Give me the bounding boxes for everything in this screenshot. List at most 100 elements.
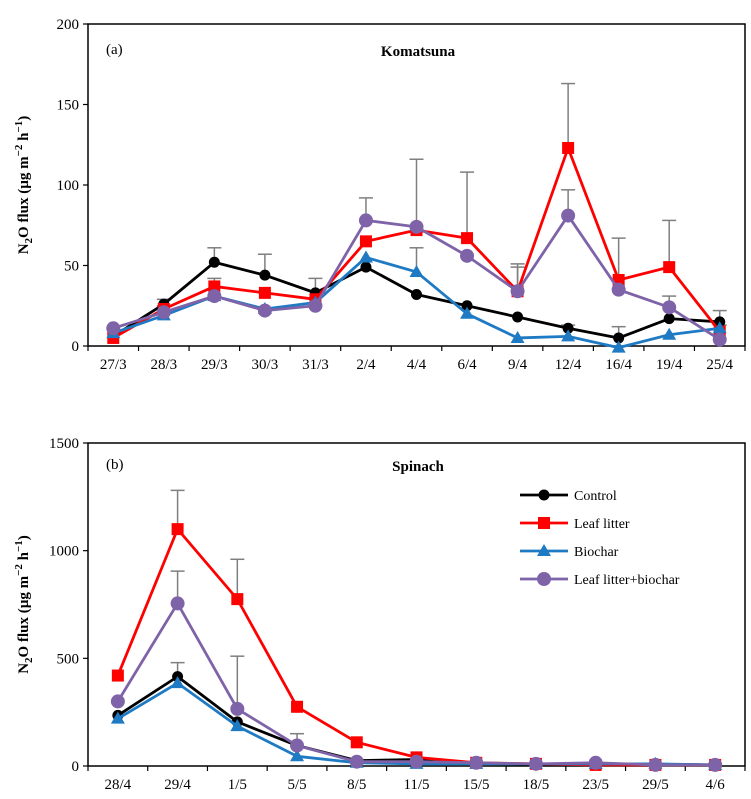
data-point-leaf-litter	[111, 669, 124, 682]
data-point-biochar	[460, 306, 475, 319]
plot-frame	[87, 442, 746, 767]
data-point-biochar	[290, 749, 305, 762]
data-point-control	[259, 269, 271, 281]
x-tick-label: 23/5	[582, 777, 609, 793]
legend-label: Control	[574, 489, 617, 504]
data-point-leaf-litter-biochar	[662, 300, 677, 315]
x-tick-label: 29/3	[201, 357, 228, 373]
data-point-leaf-litter	[562, 141, 575, 154]
y-tick-label: 50	[64, 259, 79, 275]
data-point-biochar	[409, 264, 424, 277]
y-tick-label: 0	[72, 759, 80, 775]
legend-label: Biochar	[574, 545, 619, 560]
data-point-leaf-litter	[359, 235, 372, 248]
data-point-control	[613, 332, 625, 344]
data-point-leaf-litter-biochar	[588, 755, 603, 770]
data-point-leaf-litter	[663, 261, 676, 274]
x-tick-label: 1/5	[228, 777, 247, 793]
data-point-biochar	[662, 327, 677, 340]
data-point-control	[360, 261, 372, 273]
x-tick-label: 4/4	[407, 357, 427, 373]
chart-title: Komatsuna	[381, 44, 456, 60]
data-point-control	[562, 322, 574, 334]
data-point-leaf-litter-biochar	[106, 321, 121, 336]
data-point-leaf-litter	[231, 593, 244, 606]
x-tick-label: 15/5	[463, 777, 490, 793]
data-point-leaf-litter-biochar	[708, 757, 723, 772]
data-point-leaf-litter-biochar	[308, 298, 323, 313]
panel-a: 0 50 100 150 200 27/3 28/3 29/3 30/3 31/3 2/4 4/4 6/…	[13, 17, 746, 373]
data-point-control	[461, 300, 473, 312]
data-point-leaf-litter-biochar	[349, 754, 364, 769]
x-tick-label: 9/4	[508, 357, 528, 373]
y-tick-label: 1000	[49, 544, 79, 560]
x-tick-label: 19/4	[656, 357, 683, 373]
x-tick-label: 16/4	[605, 357, 632, 373]
data-point-leaf-litter-biochar	[257, 303, 272, 318]
data-point-biochar	[561, 329, 576, 342]
data-point-control	[411, 288, 422, 300]
series-line-leaf-litter	[116, 527, 716, 767]
y-tick-label: 0	[72, 339, 80, 355]
data-point-leaf-litter	[171, 523, 184, 536]
x-tick-label: 6/4	[457, 357, 477, 373]
data-point-leaf-litter-biochar	[510, 284, 525, 299]
x-tick-label: 27/3	[100, 357, 127, 373]
series-line-leaf-litter-biochar	[116, 602, 716, 767]
x-tick-label: 18/5	[523, 777, 550, 793]
data-point-leaf-litter-biochar	[712, 332, 727, 347]
data-point-biochar	[611, 340, 626, 353]
x-tick-label: 29/5	[642, 777, 669, 793]
x-tick-label: 12/4	[555, 357, 582, 373]
y-axis-label: N2O flux (µg m−2 h−1)	[13, 116, 35, 255]
data-point-leaf-litter-biochar	[469, 755, 484, 770]
x-tick-label: 8/5	[347, 777, 366, 793]
x-tick-label: 5/5	[287, 777, 306, 793]
data-point-leaf-litter	[208, 280, 221, 293]
x-tick-label: 4/6	[706, 777, 726, 793]
data-point-leaf-litter-biochar	[290, 738, 305, 753]
data-point-leaf-litter	[461, 232, 474, 245]
legend-label: Leaf litter	[574, 517, 630, 532]
data-point-leaf-litter-biochar	[611, 282, 626, 297]
y-axis-label: N2O flux (µg m−2 h−1)	[13, 535, 35, 674]
x-tick-label: 28/4	[105, 777, 132, 793]
data-point-biochar	[510, 330, 525, 343]
data-point-leaf-litter-biochar	[230, 701, 245, 716]
data-point-leaf-litter-biochar	[207, 289, 222, 304]
x-tick-label: 30/3	[252, 357, 279, 373]
x-tick-label: 2/4	[356, 357, 376, 373]
data-point-leaf-litter	[291, 700, 304, 713]
data-point-leaf-litter-biochar	[409, 219, 424, 234]
data-point-biochar	[358, 250, 373, 263]
x-tick-label: 25/4	[706, 357, 733, 373]
y-tick-label: 100	[57, 178, 80, 194]
data-point-biochar	[110, 711, 125, 724]
chart-title: Spinach	[392, 459, 444, 475]
data-point-leaf-litter-biochar	[156, 305, 171, 320]
data-point-control	[663, 313, 675, 325]
data-point-leaf-litter-biochar	[409, 754, 424, 769]
data-point-leaf-litter-biochar	[561, 208, 576, 223]
y-tick-label: 500	[57, 651, 80, 667]
legend-label: Leaf litter+biochar	[574, 573, 680, 588]
x-tick-label: 28/3	[150, 357, 177, 373]
data-point-control	[512, 311, 524, 323]
y-tick-label: 1500	[49, 436, 79, 452]
data-point-leaf-litter-biochar	[648, 757, 663, 772]
legend-marker	[537, 544, 551, 556]
data-point-biochar	[712, 321, 727, 334]
data-point-leaf-litter-biochar	[528, 756, 543, 771]
data-point-leaf-litter-biochar	[170, 596, 185, 611]
data-point-biochar	[170, 676, 185, 689]
panel-label: (b)	[106, 457, 124, 473]
data-point-leaf-litter	[350, 736, 363, 749]
x-tick-label: 29/4	[164, 777, 191, 793]
data-point-leaf-litter-biochar	[460, 248, 475, 263]
data-point-leaf-litter-biochar	[110, 694, 125, 709]
panel-label: (a)	[106, 42, 123, 58]
data-point-leaf-litter	[258, 286, 271, 299]
y-tick-label: 200	[57, 17, 80, 33]
data-point-leaf-litter-biochar	[358, 213, 373, 228]
x-tick-label: 31/3	[302, 357, 329, 373]
